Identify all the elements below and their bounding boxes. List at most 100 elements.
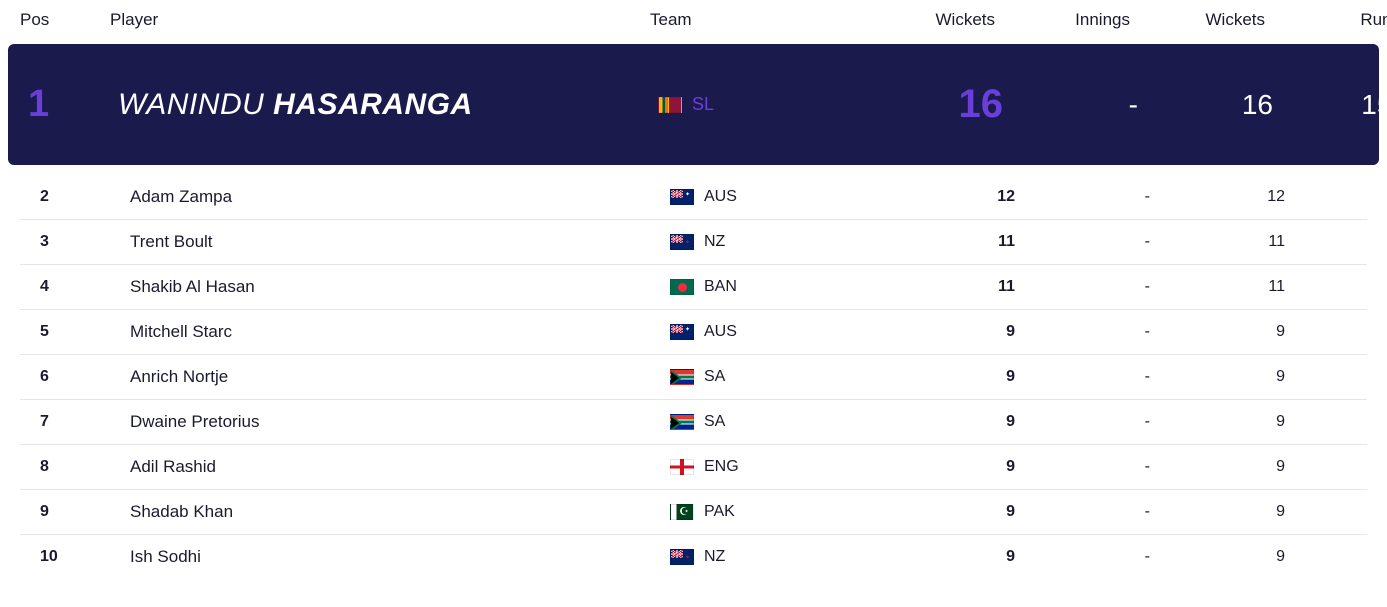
row-team-code: PAK [704, 503, 735, 521]
row-pos: 5 [40, 323, 130, 341]
row-player: Trent Boult [130, 232, 670, 252]
row-runs: 104 [1285, 368, 1387, 386]
hero-player-name: WANINDU HASARANGA [118, 88, 658, 122]
row-wickets-main: 11 [880, 233, 1015, 251]
table-row[interactable]: 7 Dwaine Pretorius SA 9 - 9 101 [20, 400, 1367, 445]
row-pos: 3 [40, 233, 130, 251]
row-runs: 131 [1285, 188, 1387, 206]
table-row[interactable]: 10 Ish Sodhi NZ 9 - 9 154 [20, 535, 1367, 579]
row-wickets-main: 11 [880, 278, 1015, 296]
hero-row[interactable]: 1 WANINDU HASARANGA SL 16 - 16 156 [8, 44, 1379, 165]
row-runs: 138 [1285, 503, 1387, 521]
row-team-code: AUS [704, 323, 737, 341]
row-pos: 2 [40, 188, 130, 206]
row-team-code: SA [704, 368, 725, 386]
row-player: Shakib Al Hasan [130, 277, 670, 297]
row-wickets-main: 9 [880, 368, 1015, 386]
row-innings: - [1015, 548, 1150, 566]
row-innings: - [1015, 323, 1150, 341]
row-runs: 123 [1285, 278, 1387, 296]
row-innings: - [1015, 368, 1150, 386]
row-runs: 188 [1285, 323, 1387, 341]
table-row[interactable]: 8 Adil Rashid ENG 9 - 9 146 [20, 445, 1367, 490]
row-team-code: NZ [704, 233, 725, 251]
row-runs: 146 [1285, 458, 1387, 476]
row-player: Adam Zampa [130, 187, 670, 207]
hero-team-code: SL [692, 94, 714, 115]
row-team-code: ENG [704, 458, 739, 476]
row-team: NZ [670, 548, 880, 566]
row-team: AUS [670, 323, 880, 341]
hero-wickets-main: 16 [868, 82, 1003, 127]
row-wickets: 9 [1150, 323, 1285, 341]
row-team-code: NZ [704, 548, 725, 566]
row-player: Shadab Khan [130, 502, 670, 522]
flag-icon [670, 414, 694, 430]
row-wickets: 9 [1150, 368, 1285, 386]
row-pos: 6 [40, 368, 130, 386]
flag-icon [670, 369, 694, 385]
row-wickets-main: 9 [880, 323, 1015, 341]
flag-icon [670, 504, 694, 520]
row-team-code: BAN [704, 278, 737, 296]
row-wickets: 9 [1150, 458, 1285, 476]
row-team: SA [670, 368, 880, 386]
table-row[interactable]: 5 Mitchell Starc AUS 9 - 9 188 [20, 310, 1367, 355]
header-player: Player [110, 10, 650, 30]
hero-wickets: 16 [1138, 89, 1273, 121]
row-pos: 9 [40, 503, 130, 521]
hero-innings: - [1003, 89, 1138, 121]
row-player: Mitchell Starc [130, 322, 670, 342]
row-pos: 7 [40, 413, 130, 431]
hero-last-name: HASARANGA [273, 88, 473, 121]
row-innings: - [1015, 503, 1150, 521]
row-innings: - [1015, 413, 1150, 431]
row-pos: 10 [40, 548, 130, 566]
flag-icon [670, 549, 694, 565]
row-wickets: 9 [1150, 413, 1285, 431]
row-wickets-main: 9 [880, 458, 1015, 476]
hero-team: SL [658, 94, 868, 115]
row-wickets-main: 12 [880, 188, 1015, 206]
flag-icon [670, 189, 694, 205]
table-header: Pos Player Team Wickets Innings Wickets … [0, 0, 1387, 44]
row-wickets: 9 [1150, 548, 1285, 566]
table-row[interactable]: 3 Trent Boult NZ 11 - 11 155 [20, 220, 1367, 265]
row-wickets: 9 [1150, 503, 1285, 521]
header-pos: Pos [20, 10, 110, 30]
table-row[interactable]: 6 Anrich Nortje SA 9 - 9 104 [20, 355, 1367, 400]
hero-first-name: WANINDU [118, 88, 264, 121]
row-team: AUS [670, 188, 880, 206]
header-team: Team [650, 10, 860, 30]
row-team: SA [670, 413, 880, 431]
table-row[interactable]: 2 Adam Zampa AUS 12 - 12 131 [20, 175, 1367, 220]
row-team: NZ [670, 233, 880, 251]
table-row[interactable]: 9 Shadab Khan PAK 9 - 9 138 [20, 490, 1367, 535]
flag-icon [670, 459, 694, 475]
row-pos: 8 [40, 458, 130, 476]
row-runs: 155 [1285, 233, 1387, 251]
flag-icon [670, 234, 694, 250]
header-runs: Runs [1265, 10, 1387, 30]
flag-icon [670, 324, 694, 340]
leaderboard-table: Pos Player Team Wickets Innings Wickets … [0, 0, 1387, 579]
header-innings: Innings [995, 10, 1130, 30]
row-player: Dwaine Pretorius [130, 412, 670, 432]
row-innings: - [1015, 278, 1150, 296]
flag-icon [670, 279, 694, 295]
row-wickets: 12 [1150, 188, 1285, 206]
row-team-code: SA [704, 413, 725, 431]
row-wickets-main: 9 [880, 413, 1015, 431]
row-team-code: AUS [704, 188, 737, 206]
table-row[interactable]: 4 Shakib Al Hasan BAN 11 - 11 123 [20, 265, 1367, 310]
hero-pos: 1 [28, 83, 118, 126]
row-team: PAK [670, 503, 880, 521]
row-team: BAN [670, 278, 880, 296]
row-player: Adil Rashid [130, 457, 670, 477]
row-team: ENG [670, 458, 880, 476]
row-runs: 154 [1285, 548, 1387, 566]
row-innings: - [1015, 233, 1150, 251]
row-wickets-main: 9 [880, 548, 1015, 566]
row-pos: 4 [40, 278, 130, 296]
header-wickets-main: Wickets [860, 10, 995, 30]
